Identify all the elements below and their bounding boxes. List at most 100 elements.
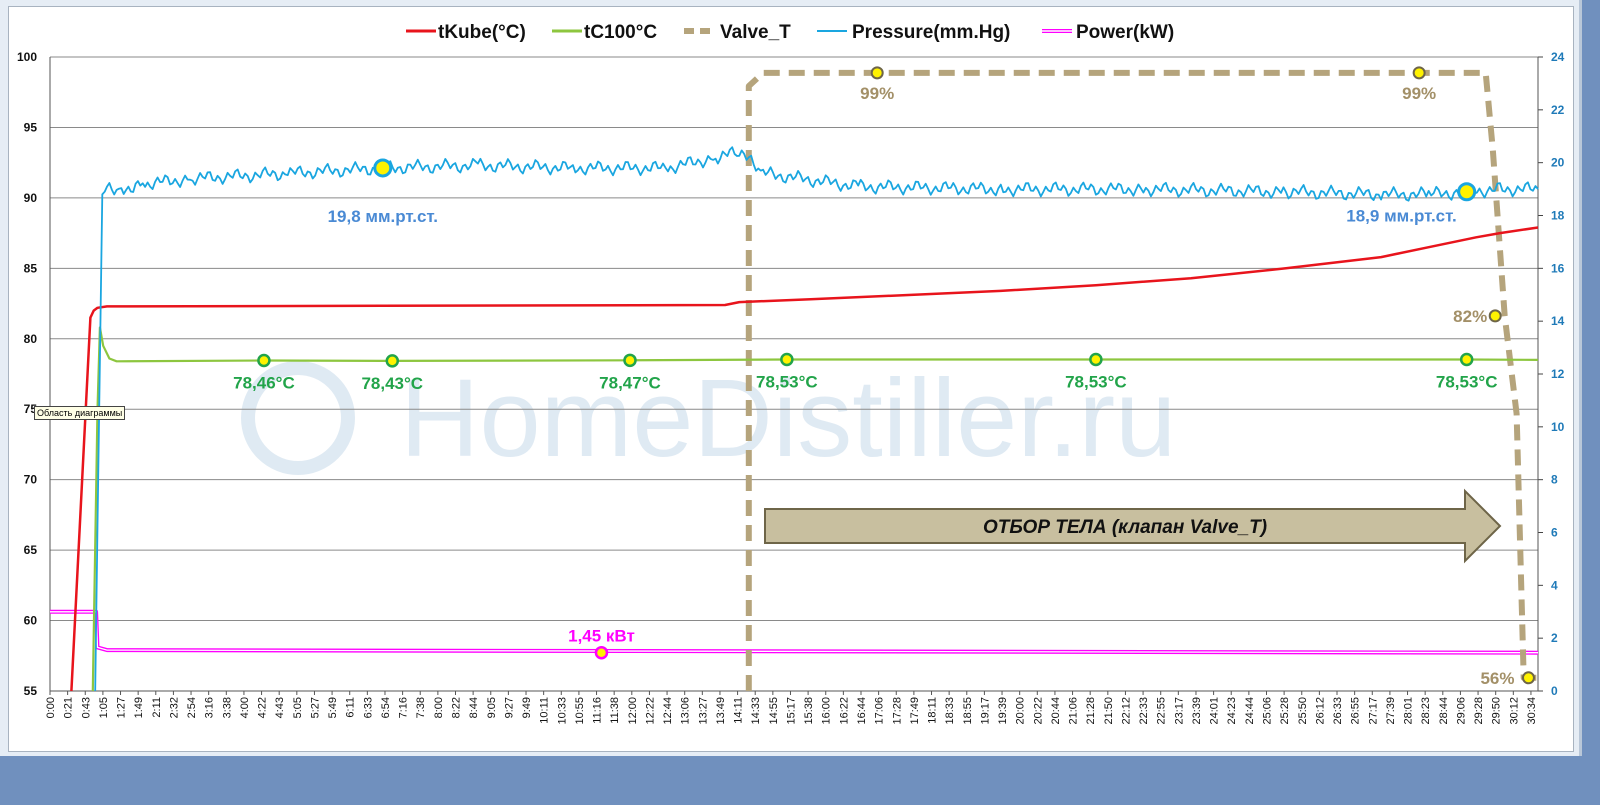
x-tick-label: 29:28 (1473, 697, 1485, 725)
legend-power: Power(kW) (1076, 22, 1174, 43)
arrow-label: ОТБОР ТЕЛА (клапан Valve_T) (983, 517, 1267, 538)
x-tick-label: 6:33 (362, 697, 374, 718)
x-tick-label: 9:05 (486, 697, 498, 718)
y-left-tick-label: 75 (24, 402, 38, 416)
y-right-tick-label: 6 (1551, 526, 1558, 540)
x-tick-label: 25:28 (1279, 697, 1291, 725)
x-tick-label: 29:06 (1455, 697, 1467, 725)
annotation-label: 56% (1480, 669, 1514, 688)
x-tick-label: 14:55 (768, 697, 780, 725)
x-tick-label: 14:11 (733, 697, 745, 724)
annotation-labels: 19,8 мм.рт.ст. 18,9 мм.рт.ст. 78,46°C 78,43… (233, 84, 1514, 688)
x-tick-label: 10:55 (574, 697, 586, 725)
annotation-marker (1089, 352, 1103, 367)
x-tick-label: 22:55 (1156, 697, 1168, 725)
x-tick-label: 24:01 (1209, 697, 1221, 725)
x-tick-label: 19:39 (997, 697, 1009, 725)
x-tick-label: 17:28 (891, 697, 903, 725)
x-tick-label: 12:22 (644, 697, 656, 725)
x-tick-label: 0:43 (80, 697, 92, 718)
x-tick-label: 15:38 (803, 697, 815, 725)
series-line-pressure-mm-hg- (94, 146, 1539, 692)
x-tick-label: 23:39 (1191, 697, 1203, 725)
y-left-tick-label: 60 (24, 614, 38, 628)
x-tick-label: 18:33 (944, 697, 956, 725)
annotation-label: 99% (860, 84, 894, 103)
annotation-label: 78,47°C (599, 373, 661, 392)
series-line-power-inner (50, 611, 1539, 654)
x-tick-label: 16:22 (838, 697, 850, 725)
x-tick-label: 7:16 (398, 697, 410, 718)
x-tick-label: 26:33 (1332, 697, 1344, 725)
x-tick-label: 19:17 (979, 697, 991, 725)
y-left-ticks: 100 95 90 85 80 75 70 65 60 55 (17, 50, 37, 698)
x-tick-label: 4:43 (274, 697, 286, 718)
x-tick-label: 1:49 (133, 697, 145, 718)
x-tick-label: 1:27 (116, 697, 128, 718)
annotation-label: 18,9 мм.рт.ст. (1346, 207, 1456, 226)
annotation-marker (385, 354, 400, 368)
y-left-tick-label: 90 (24, 191, 38, 205)
annotation-label: 78,53°C (1065, 372, 1127, 391)
annotation-marker (373, 158, 393, 178)
x-tick-label: 11:16 (592, 697, 604, 724)
x-tick-label: 15:17 (785, 697, 797, 725)
y-right-tick-label: 0 (1551, 684, 1558, 698)
y-left-tick-label: 80 (24, 332, 38, 346)
y-left-tick-label: 95 (24, 120, 38, 134)
annotation-label: 82% (1453, 307, 1487, 326)
x-tick-label: 16:00 (821, 697, 833, 725)
x-tick-label: 6:11 (345, 697, 357, 718)
series-line-tkube-c- (70, 226, 1539, 692)
x-tick-label: 2:54 (186, 697, 198, 718)
x-tick-label: 24:23 (1226, 697, 1238, 725)
annotation-marker (1488, 309, 1502, 323)
y-right-tick-label: 16 (1551, 261, 1565, 275)
x-tick-label: 23:17 (1173, 697, 1185, 725)
annotation-label: 78,53°C (756, 372, 818, 391)
annotation-marker (594, 645, 609, 660)
x-tick-label: 8:44 (468, 697, 480, 718)
annotation-label: 99% (1402, 84, 1436, 103)
x-tick-label: 12:00 (627, 697, 639, 725)
legend-pressure: Pressure(mm.Hg) (852, 22, 1010, 43)
annotation-marker (1521, 671, 1535, 685)
x-tick-label: 18:55 (962, 697, 974, 725)
x-tick-label: 27:17 (1367, 697, 1379, 725)
annotation-marker (1412, 66, 1426, 80)
y-left-tick-label: 100 (17, 50, 37, 64)
legend: tKube(°C) tC100°C Valve_T Pressure(mm.Hg… (406, 22, 1174, 43)
y-right-tick-label: 2 (1551, 631, 1558, 645)
x-tick-label: 13:06 (680, 697, 692, 725)
y-right-tick-label: 22 (1551, 103, 1565, 117)
x-tick-label: 28:01 (1403, 697, 1415, 725)
y-left-tick-label: 65 (24, 543, 38, 557)
y-right-tick-label: 14 (1551, 314, 1565, 328)
x-tick-label: 16:44 (856, 697, 868, 725)
axes (49, 56, 1543, 695)
x-tick-label: 14:33 (750, 697, 762, 725)
x-tick-label: 10:11 (539, 697, 551, 724)
annotation-label: 78,43°C (361, 374, 423, 393)
x-tick-label: 6:54 (380, 697, 392, 718)
annotation-marker (780, 352, 794, 367)
x-tick-label: 5:27 (309, 697, 321, 718)
x-tick-label: 13:27 (697, 697, 709, 725)
annotation-label: 1,45 кВт (568, 627, 635, 646)
annotation-label: 78,53°C (1436, 372, 1498, 391)
arrow-callout: ОТБОР ТЕЛА (клапан Valve_T) (764, 488, 1502, 564)
annotation-label: 78,46°C (233, 373, 295, 392)
y-right-tick-label: 20 (1551, 156, 1565, 170)
x-tick-label: 18:11 (927, 697, 939, 724)
y-right-tick-label: 18 (1551, 209, 1565, 223)
x-tick-label: 17:06 (874, 697, 886, 725)
series-line-power-kw- (50, 609, 1539, 655)
annotation-marker (870, 66, 884, 80)
x-tick-label: 11:38 (609, 697, 621, 724)
x-tick-label: 21:28 (1085, 697, 1097, 725)
legend-tc100: tC100°C (584, 22, 657, 43)
x-tick-label: 29:50 (1491, 697, 1503, 725)
x-tick-label: 4:22 (257, 697, 269, 718)
